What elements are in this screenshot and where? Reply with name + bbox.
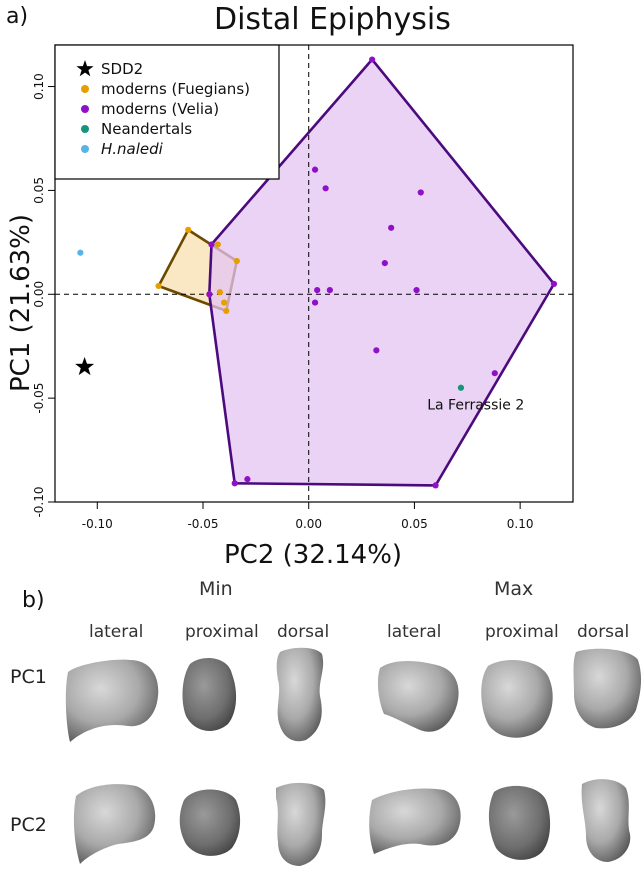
point-1-7 [221,299,228,306]
legend-label-4: H.naledi [101,140,164,158]
x-tick-label-4: 0.10 [507,517,534,531]
pc1-max-proximal-render [481,660,553,738]
annotation-0: La Ferrassie 2 [427,397,524,413]
point-2-2 [432,482,439,489]
point-2-8 [388,224,395,231]
point-3-0 [457,384,465,391]
point-layer [75,56,558,489]
pc1-max-dorsal-render [573,648,642,729]
pc2-max-proximal-render [488,785,551,860]
point-2-10 [314,287,321,294]
x-tick-label-1: -0.05 [187,517,218,531]
legend-marker-3 [81,125,89,133]
point-1-0 [185,226,192,233]
bone-renderings [65,647,642,866]
y-tick-label-4: 0.10 [32,73,46,100]
y-tick-label-2: 0.00 [32,281,46,308]
y-tick-label-1: -0.05 [32,383,46,414]
point-2-7 [417,189,424,196]
chart-title: Distal Epiphysis [214,2,451,37]
point-2-4 [208,241,215,248]
y-axis-title: PC1 (21.63%) [6,213,36,393]
col-max-proximal: proximal [485,622,559,642]
point-1-2 [223,307,230,314]
point-1-4 [216,289,224,296]
point-2-9 [381,260,388,267]
pc1-min-lateral-render [65,659,159,742]
row-label-pc2: PC2 [10,814,47,836]
col-min-proximal: proximal [185,622,259,642]
point-2-13 [311,299,319,306]
point-2-14 [373,347,380,354]
pc2-max-dorsal-render [581,779,631,862]
legend: SDD2 moderns (Fuegians) moderns (Velia) Nea… [54,44,280,180]
panel-a-label: a) [6,4,29,29]
point-2-6 [322,185,329,192]
reference-lines [55,45,573,502]
tick-layer: -0.10 -0.05 0.00 0.05 0.10 -0.10 -0.05 0.00 0.05… [32,73,534,531]
legend-marker-0 [76,60,94,77]
point-2-1 [550,280,558,287]
point-1-3 [155,282,162,290]
panel-b-label: b) [22,588,45,613]
group-min-label: Min [199,578,233,600]
point-2-17 [206,291,213,298]
group-max-label: Max [494,578,534,600]
point-1-1 [233,257,240,265]
pc2-min-proximal-render [179,789,241,856]
y-tick-label-3: 0.05 [32,177,46,204]
point-2-0 [369,56,376,63]
point-2-3 [231,480,238,487]
point-2-11 [326,287,333,294]
row-label-pc1: PC1 [10,666,47,688]
col-max-lateral: lateral [387,622,442,642]
pc1-max-lateral-render [377,661,459,732]
legend-box [54,44,280,180]
col-min-lateral: lateral [89,622,144,642]
x-tick-label-2: 0.00 [295,517,322,531]
point-2-5 [311,166,319,173]
point-2-15 [491,370,498,377]
col-max-dorsal: dorsal [577,622,630,642]
annotation-layer: La Ferrassie 2 [427,397,524,413]
pc2-min-dorsal-render [276,782,326,866]
col-min-dorsal: dorsal [277,622,330,642]
legend-label-0: SDD2 [101,60,143,78]
pc2-min-lateral-render [73,784,156,864]
point-4-0 [77,249,84,256]
x-tick-label-0: -0.10 [82,517,113,531]
x-tick-label-3: 0.05 [401,517,428,531]
legend-label-3: Neandertals [101,120,192,138]
pc1-min-dorsal-render [276,647,324,742]
x-axis-title: PC2 (32.14%) [224,540,403,570]
legend-label-1: moderns (Fuegians) [101,80,250,98]
point-0-0 [75,357,95,376]
legend-marker-1 [81,85,89,93]
legend-marker-4 [81,145,89,153]
pc1-min-proximal-render [182,658,237,731]
y-tick-label-0: -0.10 [32,486,46,517]
point-1-6 [214,241,221,248]
scatter-plot: -0.10 -0.05 0.00 0.05 0.10 -0.10 -0.05 0.00 0.05… [32,44,574,531]
plot-frame [54,44,574,503]
legend-marker-2 [81,105,89,113]
point-2-16 [244,476,251,483]
legend-label-2: moderns (Velia) [101,100,219,118]
pc2-max-lateral-render [369,788,461,854]
point-2-12 [413,287,420,294]
